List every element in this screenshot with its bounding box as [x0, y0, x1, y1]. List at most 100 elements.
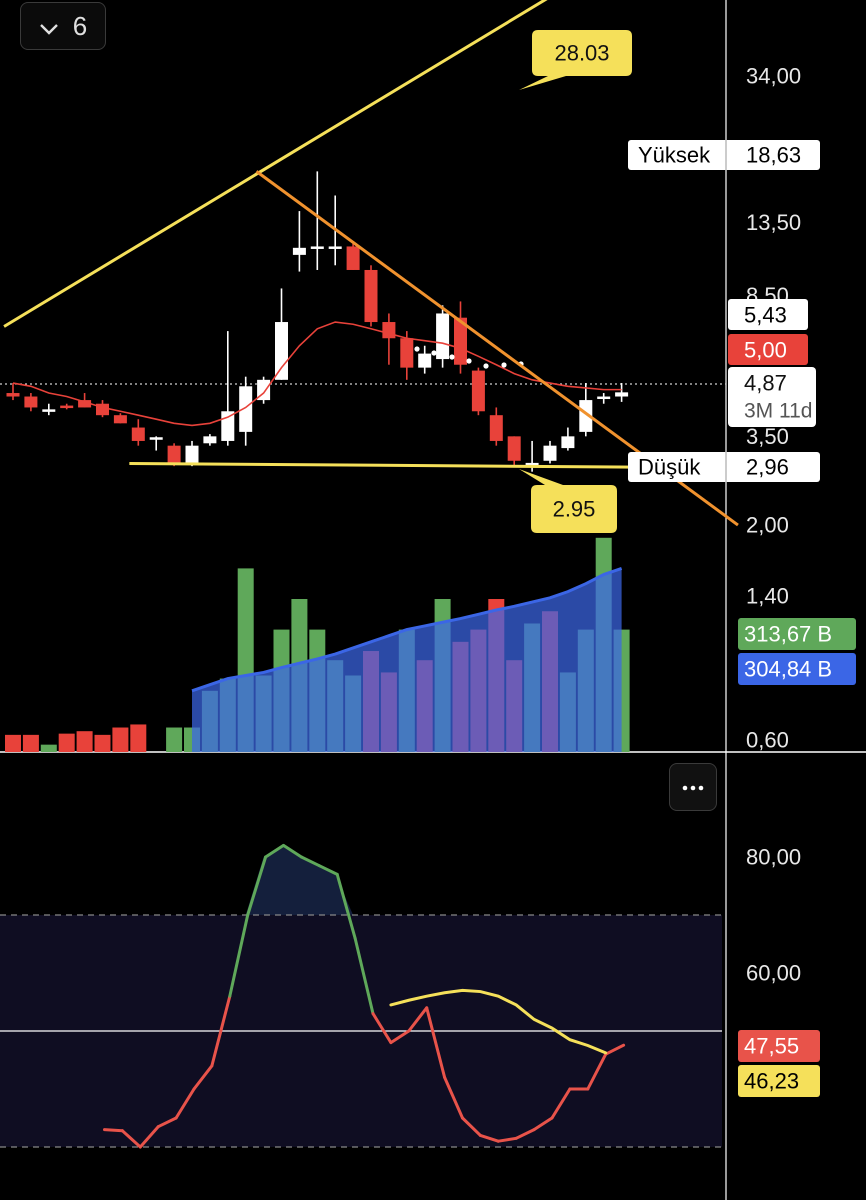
- rsi-line-segment: [389, 1029, 411, 1045]
- price-tick-label: 1,40: [746, 584, 789, 609]
- rsi-line-segment: [335, 872, 357, 940]
- candle: [543, 440, 557, 464]
- candle: [579, 383, 593, 437]
- rsi-line-segment: [550, 1087, 572, 1120]
- rsi-line-segment: [353, 936, 375, 1016]
- indicator-count: 6: [72, 10, 88, 41]
- candle-body: [382, 322, 396, 339]
- rsi-line-segment: [299, 855, 321, 868]
- candle-body: [131, 427, 145, 441]
- candle-body: [454, 317, 467, 365]
- annotation-bubble: [519, 469, 617, 533]
- candle-body: [96, 403, 109, 416]
- candle-body: [579, 400, 593, 432]
- rsi-value-bg: [738, 1030, 820, 1062]
- trendline-support-yellow: [129, 461, 649, 469]
- candle-body: [400, 338, 414, 368]
- candle-body: [525, 462, 539, 466]
- rsi-line-segment: [604, 1043, 626, 1056]
- trailing-dot: [431, 350, 437, 356]
- candle-body: [6, 393, 20, 397]
- candle: [418, 345, 432, 374]
- current-price-badge-bg: [728, 367, 816, 427]
- rsi-line-segment: [282, 843, 303, 859]
- rsi-tick-label: 80,00: [746, 845, 801, 870]
- candle: [239, 376, 253, 446]
- candle-body: [471, 370, 485, 412]
- candle: [185, 440, 199, 467]
- candle: [60, 403, 74, 410]
- candle-body: [489, 415, 503, 441]
- candle: [24, 393, 38, 412]
- rsi-line-segment: [174, 1087, 196, 1120]
- price-moving-average: [12, 321, 622, 427]
- candle: [275, 288, 288, 380]
- volume-value-labels: 313,67 B 304,84 B: [738, 618, 856, 685]
- candle-body: [185, 445, 199, 464]
- volume-bar: [130, 724, 147, 752]
- price-badge-bg: [728, 334, 808, 365]
- volume-bar: [5, 734, 21, 752]
- candle: [149, 436, 163, 451]
- candle-body: [203, 436, 217, 444]
- candle: [471, 367, 485, 416]
- rsi-line-segment: [264, 843, 285, 859]
- candle: [364, 265, 378, 327]
- indicators-toggle-button[interactable]: 6: [20, 2, 106, 50]
- candle: [597, 393, 611, 404]
- rsi-line-segment: [246, 855, 268, 917]
- rsi-value-label: 47,55: [744, 1034, 799, 1059]
- candle: [42, 403, 56, 416]
- price-tick-label: 13,50: [746, 210, 801, 235]
- trailing-dot: [501, 362, 507, 368]
- candle-body: [24, 396, 38, 408]
- extreme-label-value: 2,96: [746, 455, 789, 480]
- volume-label-bg: [738, 618, 856, 650]
- rsi-line-segment: [496, 1136, 518, 1143]
- rsi-tick-label: 60,00: [746, 961, 801, 986]
- price-tick-label: 2,00: [746, 513, 789, 538]
- candle-body: [597, 396, 611, 400]
- rsi-line-segment: [317, 864, 339, 876]
- volume-ma-area: [192, 568, 622, 752]
- rsi-line-segment: [532, 1116, 554, 1132]
- volume-bar: [166, 727, 183, 752]
- extreme-label-bg: [628, 452, 820, 482]
- candle: [6, 383, 20, 401]
- rsi-value-label: 46,23: [744, 1069, 799, 1094]
- extreme-label-bg: [628, 140, 820, 170]
- price-tick-label: 34,00: [746, 64, 801, 89]
- indicator-more-button[interactable]: [669, 763, 717, 811]
- price-badge-label: 5,00: [744, 338, 787, 363]
- current-price-label: 4,87: [744, 371, 787, 396]
- candle: [382, 313, 396, 365]
- extreme-label-name: Düşük: [638, 455, 701, 480]
- candle-body: [113, 415, 127, 424]
- candle: [346, 243, 360, 270]
- volume-value-label: 304,84 B: [744, 657, 832, 682]
- candle-body: [149, 437, 163, 440]
- rsi-overbought-fill: [245, 845, 354, 915]
- volume-bar: [40, 744, 57, 752]
- candle-body: [543, 445, 557, 461]
- volume-bar: [94, 734, 111, 752]
- rsi-line-segment: [478, 1133, 500, 1143]
- candle-body: [167, 445, 181, 464]
- candle-body: [221, 411, 235, 441]
- annotation-callout: 28.03: [519, 30, 632, 90]
- rsi-line-segment: [461, 1116, 482, 1137]
- annotation-bubble: [519, 30, 632, 90]
- chevron-down-icon: [39, 11, 59, 42]
- candle: [292, 211, 306, 272]
- rsi-axis: 80,00 60,00 47,55 46,23: [738, 845, 820, 1097]
- trailing-dot: [414, 346, 420, 352]
- candle: [113, 413, 127, 424]
- rsi-line-segment: [371, 1012, 393, 1045]
- volume-bar: [76, 731, 93, 752]
- rsi-line-segment: [156, 1116, 178, 1129]
- candle-body: [418, 353, 432, 368]
- trailing-dot: [449, 354, 455, 360]
- more-horizontal-icon: [682, 778, 704, 796]
- rsi-line-segment: [228, 913, 250, 998]
